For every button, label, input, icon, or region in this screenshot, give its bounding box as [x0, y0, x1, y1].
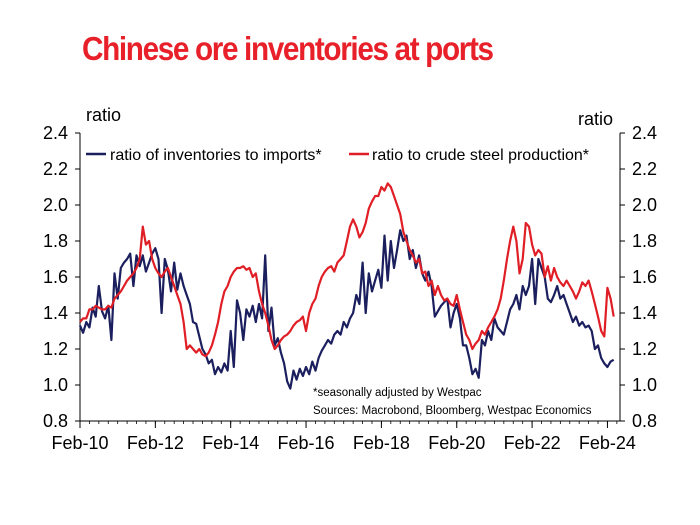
y-tick-label-right: 0.8: [632, 411, 657, 431]
sources-note: Sources: Macrobond, Bloomberg, Westpac E…: [313, 405, 592, 417]
series-line-crude-steel-production: [79, 182, 615, 358]
y-tick-label-left: 1.0: [43, 375, 68, 395]
x-tick-label: Feb-16: [278, 433, 335, 453]
legend-label-inventories-to-imports: ratio of inventories to imports*: [110, 147, 322, 164]
x-tick-label: Feb-14: [202, 433, 259, 453]
axes: 0.8 0.8 1.0 1.0 1.2 1.2 1.4 1.4 1.6 1.6 1.8 1.8 2.0 2…: [43, 123, 657, 453]
x-tick-label: Feb-20: [428, 433, 485, 453]
series-line-inventories-to-imports: [78, 229, 615, 390]
x-tick-label: Feb-22: [504, 433, 561, 453]
y-tick-label-left: 1.2: [43, 339, 68, 359]
x-tick-label: Feb-18: [353, 433, 410, 453]
footnote: *seasonally adjusted by Westpac: [313, 387, 482, 399]
x-tick-label: Feb-12: [127, 433, 184, 453]
y-tick-label-right: 1.4: [632, 303, 657, 323]
y-tick-label-left: 1.4: [43, 303, 68, 323]
y-tick-label-left: 2.0: [43, 195, 68, 215]
y-tick-label-left: 2.2: [43, 159, 68, 179]
x-tick-label: Feb-10: [51, 433, 108, 453]
x-tick-label: Feb-24: [579, 433, 636, 453]
y-tick-label-right: 2.0: [632, 195, 657, 215]
y-tick-label-right: 2.2: [632, 159, 657, 179]
y-tick-label-left: 1.6: [43, 267, 68, 287]
y-tick-label-right: 1.0: [632, 375, 657, 395]
y-tick-label-left: 2.4: [43, 123, 68, 143]
y-tick-label-left: 0.8: [43, 411, 68, 431]
y-tick-label-right: 1.8: [632, 231, 657, 251]
y-tick-label-right: 1.6: [632, 267, 657, 287]
chart-title: Chinese ore inventories at ports: [82, 30, 494, 67]
y-tick-label-right: 1.2: [632, 339, 657, 359]
right-axis-label: ratio: [578, 109, 613, 129]
left-axis-label: ratio: [86, 105, 121, 125]
series-lines: [78, 182, 615, 390]
legend: ratio of inventories to imports* ratio t…: [86, 147, 589, 164]
y-tick-label-left: 1.8: [43, 231, 68, 251]
legend-label-crude-steel-production: ratio to crude steel production*: [372, 147, 589, 164]
y-tick-label-right: 2.4: [632, 123, 657, 143]
